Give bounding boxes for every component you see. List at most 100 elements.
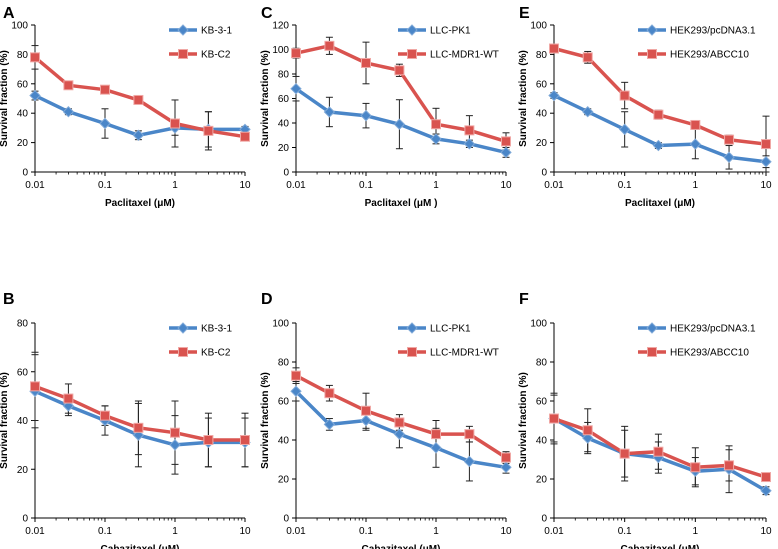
legend-label: LLC-PK1 <box>430 324 471 335</box>
data-point-diamond <box>582 106 594 118</box>
data-point-diamond <box>99 117 111 130</box>
data-point-square <box>133 422 144 433</box>
y-tick-label: 20 <box>278 143 290 154</box>
legend-marker-diamond <box>406 24 418 36</box>
x-tick-label: 10 <box>500 180 512 191</box>
y-tick-label: 0 <box>283 514 289 525</box>
data-point-square <box>133 94 144 105</box>
x-tick-label: 1 <box>433 180 439 191</box>
legend-marker-diamond <box>177 24 189 36</box>
data-point-diamond <box>360 109 372 122</box>
data-point-diamond <box>760 484 772 497</box>
panel-letter: A <box>3 5 15 22</box>
data-point-square <box>690 462 701 473</box>
y-tick-label: 20 <box>536 138 548 149</box>
x-axis-title: Paclitaxel (μM ) <box>365 198 438 209</box>
y-tick-label: 20 <box>278 475 290 486</box>
x-tick-label: 0.1 <box>359 526 373 537</box>
x-tick-label: 10 <box>500 526 512 537</box>
data-point-diamond <box>500 146 512 159</box>
data-point-square <box>100 410 110 421</box>
data-point-square <box>501 136 511 147</box>
y-tick-label: 100 <box>11 21 28 32</box>
y-tick-label: 60 <box>278 94 290 105</box>
x-axis-title: Paclitaxel (μM) <box>105 198 175 209</box>
legend-marker-square <box>407 347 417 357</box>
x-tick-label: 0.01 <box>25 526 45 537</box>
legend-marker-square <box>178 49 188 59</box>
data-point-square <box>653 109 664 120</box>
data-point-square <box>653 446 664 457</box>
panel-letter: D <box>261 291 273 308</box>
y-tick-label: 20 <box>17 138 29 149</box>
legend-label: HEK293/ABCC10 <box>670 50 749 61</box>
data-point-square <box>30 52 40 63</box>
y-tick-label: 60 <box>536 79 548 90</box>
data-point-diamond <box>132 129 145 141</box>
data-point-square <box>30 381 40 392</box>
data-point-square <box>690 119 701 130</box>
y-tick-label: 100 <box>530 319 547 330</box>
data-point-square <box>291 48 301 59</box>
legend-label: HEK293/ABCC10 <box>670 348 749 359</box>
data-point-square <box>761 472 771 483</box>
panel-letter: C <box>261 5 273 22</box>
y-tick-label: 20 <box>536 475 548 486</box>
x-axis-title: Cabazitaxel (μM) <box>101 544 180 549</box>
data-point-square <box>582 425 593 436</box>
y-tick-label: 40 <box>17 109 29 120</box>
y-tick-label: 40 <box>536 109 548 120</box>
y-tick-label: 20 <box>17 465 29 476</box>
y-tick-label: 60 <box>17 79 29 90</box>
x-tick-label: 0.01 <box>544 526 564 537</box>
x-axis-title: Cabazitaxel (μM) <box>362 544 441 549</box>
y-tick-label: 0 <box>541 514 547 525</box>
x-tick-label: 0.01 <box>286 180 306 191</box>
legend-marker-square <box>407 49 417 59</box>
x-tick-label: 10 <box>760 180 772 191</box>
legend-marker-square <box>647 347 657 357</box>
legend-label: KB-3-1 <box>201 324 233 335</box>
data-point-square <box>203 435 214 445</box>
data-point-square <box>464 125 475 136</box>
series-line-2 <box>294 373 508 460</box>
legend-marker-square <box>178 347 188 357</box>
data-point-square <box>582 52 593 63</box>
legend-label: LLC-MDR1-WT <box>430 348 499 359</box>
y-tick-label: 80 <box>536 358 548 369</box>
x-tick-label: 0.01 <box>25 180 45 191</box>
y-axis-title: Survival fraction (%) <box>260 50 271 147</box>
data-point-diamond <box>689 138 702 150</box>
x-tick-label: 1 <box>693 180 699 191</box>
panel-letter: B <box>3 291 15 308</box>
legend-marker-diamond <box>646 322 658 334</box>
data-point-diamond <box>393 118 406 130</box>
x-tick-label: 10 <box>239 180 251 191</box>
panel-d: D 0 20 40 60 80 100 0.01 0.1 1 10 Cabazitaxel (μM) S… <box>260 291 512 549</box>
x-axis-title: Cabazitaxel (μM) <box>621 544 700 549</box>
series-line-1 <box>294 389 508 470</box>
y-tick-label: 40 <box>17 416 29 427</box>
panel-letter: E <box>519 5 530 22</box>
legend-label: LLC-MDR1-WT <box>430 50 499 61</box>
x-tick-label: 1 <box>693 526 699 537</box>
y-tick-label: 80 <box>278 358 290 369</box>
x-tick-label: 0.1 <box>618 180 632 191</box>
data-point-diamond <box>290 82 302 95</box>
y-tick-label: 40 <box>536 436 548 447</box>
data-point-square <box>619 448 630 459</box>
y-axis-title: Survival fraction (%) <box>260 372 271 469</box>
panel-e: E 0 20 40 60 80 100 0.01 0.1 1 10 Paclitaxel (μM) Su… <box>518 5 772 209</box>
data-point-square <box>324 40 335 51</box>
panel-a: A 0 20 40 60 80 100 0.01 0.1 1 10 Paclitaxel (μM) Su… <box>0 5 251 209</box>
data-point-square <box>431 119 441 130</box>
data-point-square <box>170 118 180 129</box>
data-point-square <box>501 452 511 463</box>
y-axis-title: Survival fraction (%) <box>0 372 10 469</box>
panel-letter: F <box>519 291 529 308</box>
y-tick-label: 40 <box>278 119 290 130</box>
data-point-square <box>203 125 214 136</box>
data-point-square <box>549 413 559 424</box>
data-point-diamond <box>430 442 442 454</box>
legend-label: KB-C2 <box>201 50 231 61</box>
